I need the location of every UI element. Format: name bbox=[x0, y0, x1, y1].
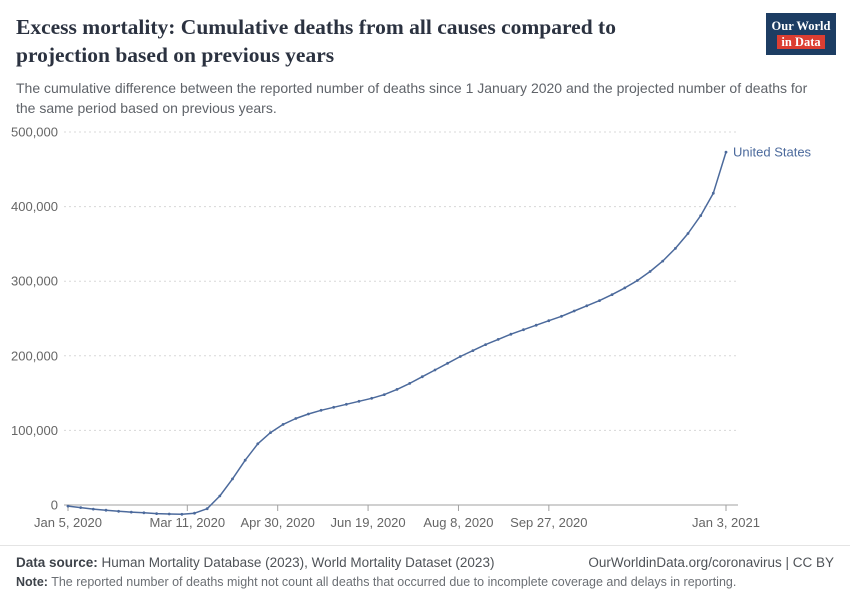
data-point-marker bbox=[560, 315, 563, 319]
data-point-marker bbox=[370, 397, 374, 401]
data-point-marker bbox=[395, 388, 399, 392]
data-point-marker bbox=[231, 477, 234, 481]
data-point-marker bbox=[433, 369, 437, 372]
owid-logo[interactable]: Our World in Data bbox=[766, 13, 836, 55]
data-point-marker bbox=[155, 512, 159, 516]
x-tick-label: Apr 30, 2020 bbox=[240, 515, 314, 530]
data-point-marker bbox=[724, 151, 728, 154]
x-tick-label: Mar 11, 2020 bbox=[149, 515, 225, 530]
data-point-marker bbox=[711, 192, 715, 196]
data-point-marker bbox=[193, 512, 196, 516]
data-point-marker bbox=[294, 417, 298, 421]
excess-mortality-line-chart[interactable]: 0 100,000 200,000 300,000 400,000 500,000 Jan … bbox=[0, 120, 850, 535]
y-tick-label: 0 bbox=[51, 498, 58, 513]
data-point-marker bbox=[610, 293, 614, 297]
data-point-marker bbox=[256, 442, 260, 446]
series-line bbox=[67, 152, 727, 516]
data-point-marker bbox=[269, 431, 272, 435]
data-point-marker bbox=[332, 406, 336, 410]
data-point-marker bbox=[142, 511, 146, 515]
x-tick-label: Sep 27, 2020 bbox=[510, 515, 587, 530]
data-point-marker bbox=[345, 403, 348, 407]
data-point-marker bbox=[205, 507, 209, 511]
chart-subtitle: The cumulative difference between the re… bbox=[16, 79, 808, 117]
data-point-marker bbox=[104, 509, 108, 513]
data-point-marker bbox=[585, 304, 589, 308]
x-tick-label: Jun 19, 2020 bbox=[330, 515, 405, 530]
datasource-value: Human Mortality Database (2023), World M… bbox=[97, 555, 495, 570]
data-point-marker bbox=[648, 270, 652, 274]
data-point-marker bbox=[636, 279, 639, 283]
data-point-marker bbox=[598, 299, 601, 303]
x-tick-label: Aug 8, 2020 bbox=[423, 515, 493, 530]
data-point-marker bbox=[623, 286, 627, 290]
data-point-marker bbox=[79, 506, 83, 510]
datasource-label: Data source: bbox=[16, 555, 98, 570]
data-point-marker bbox=[129, 511, 133, 514]
chart-area: 0 100,000 200,000 300,000 400,000 500,000 Jan … bbox=[0, 120, 850, 535]
data-point-marker bbox=[699, 214, 703, 218]
note-row: Note: The reported number of deaths migh… bbox=[16, 575, 834, 589]
y-tick-label: 400,000 bbox=[11, 200, 58, 215]
data-point-marker bbox=[420, 375, 424, 379]
y-tick-label: 200,000 bbox=[11, 349, 58, 364]
data-point-marker bbox=[522, 328, 525, 332]
data-point-marker bbox=[661, 260, 665, 263]
data-point-marker bbox=[357, 400, 361, 404]
data-point-marker bbox=[319, 409, 323, 413]
owid-logo-line2: in Data bbox=[777, 34, 825, 49]
datasource-row: Data source: Human Mortality Database (2… bbox=[16, 555, 834, 570]
data-point-marker bbox=[674, 247, 677, 251]
y-tick-label: 500,000 bbox=[11, 125, 58, 140]
y-tick-label: 300,000 bbox=[11, 274, 58, 289]
note-label: Note: bbox=[16, 575, 48, 589]
data-point-marker bbox=[243, 459, 247, 463]
y-tick-label: 100,000 bbox=[11, 423, 58, 438]
datasource-text: Data source: Human Mortality Database (2… bbox=[16, 555, 494, 570]
data-point-marker bbox=[218, 495, 222, 498]
data-point-marker bbox=[458, 355, 462, 359]
data-point-marker bbox=[471, 349, 475, 353]
data-point-marker bbox=[91, 508, 95, 511]
chart-footer: Data source: Human Mortality Database (2… bbox=[0, 545, 850, 600]
data-point-marker bbox=[117, 510, 120, 514]
data-point-marker bbox=[66, 505, 70, 508]
series-label[interactable]: United States bbox=[733, 145, 812, 160]
owid-logo-line1: Our World bbox=[771, 19, 831, 34]
data-point-marker bbox=[572, 310, 576, 313]
data-point-marker bbox=[180, 513, 184, 517]
data-point-marker bbox=[408, 382, 412, 386]
data-point-marker bbox=[496, 338, 500, 342]
data-point-marker bbox=[686, 232, 690, 236]
data-point-marker bbox=[167, 513, 171, 516]
data-point-marker bbox=[382, 393, 386, 397]
x-tick-label: Jan 5, 2020 bbox=[34, 515, 102, 530]
chart-header: Excess mortality: Cumulative deaths from… bbox=[0, 0, 850, 118]
owid-link[interactable]: OurWorldinData.org/coronavirus | CC BY bbox=[588, 555, 834, 570]
data-point-marker bbox=[547, 319, 551, 323]
data-point-marker bbox=[534, 324, 538, 328]
data-point-marker bbox=[446, 362, 449, 366]
data-point-marker bbox=[281, 423, 285, 427]
data-point-marker bbox=[509, 333, 513, 337]
note-text: The reported number of deaths might not … bbox=[47, 575, 737, 589]
x-tick-label: Jan 3, 2021 bbox=[692, 515, 760, 530]
chart-title: Excess mortality: Cumulative deaths from… bbox=[16, 15, 616, 67]
data-point-marker bbox=[307, 413, 310, 416]
data-point-marker bbox=[484, 343, 487, 347]
